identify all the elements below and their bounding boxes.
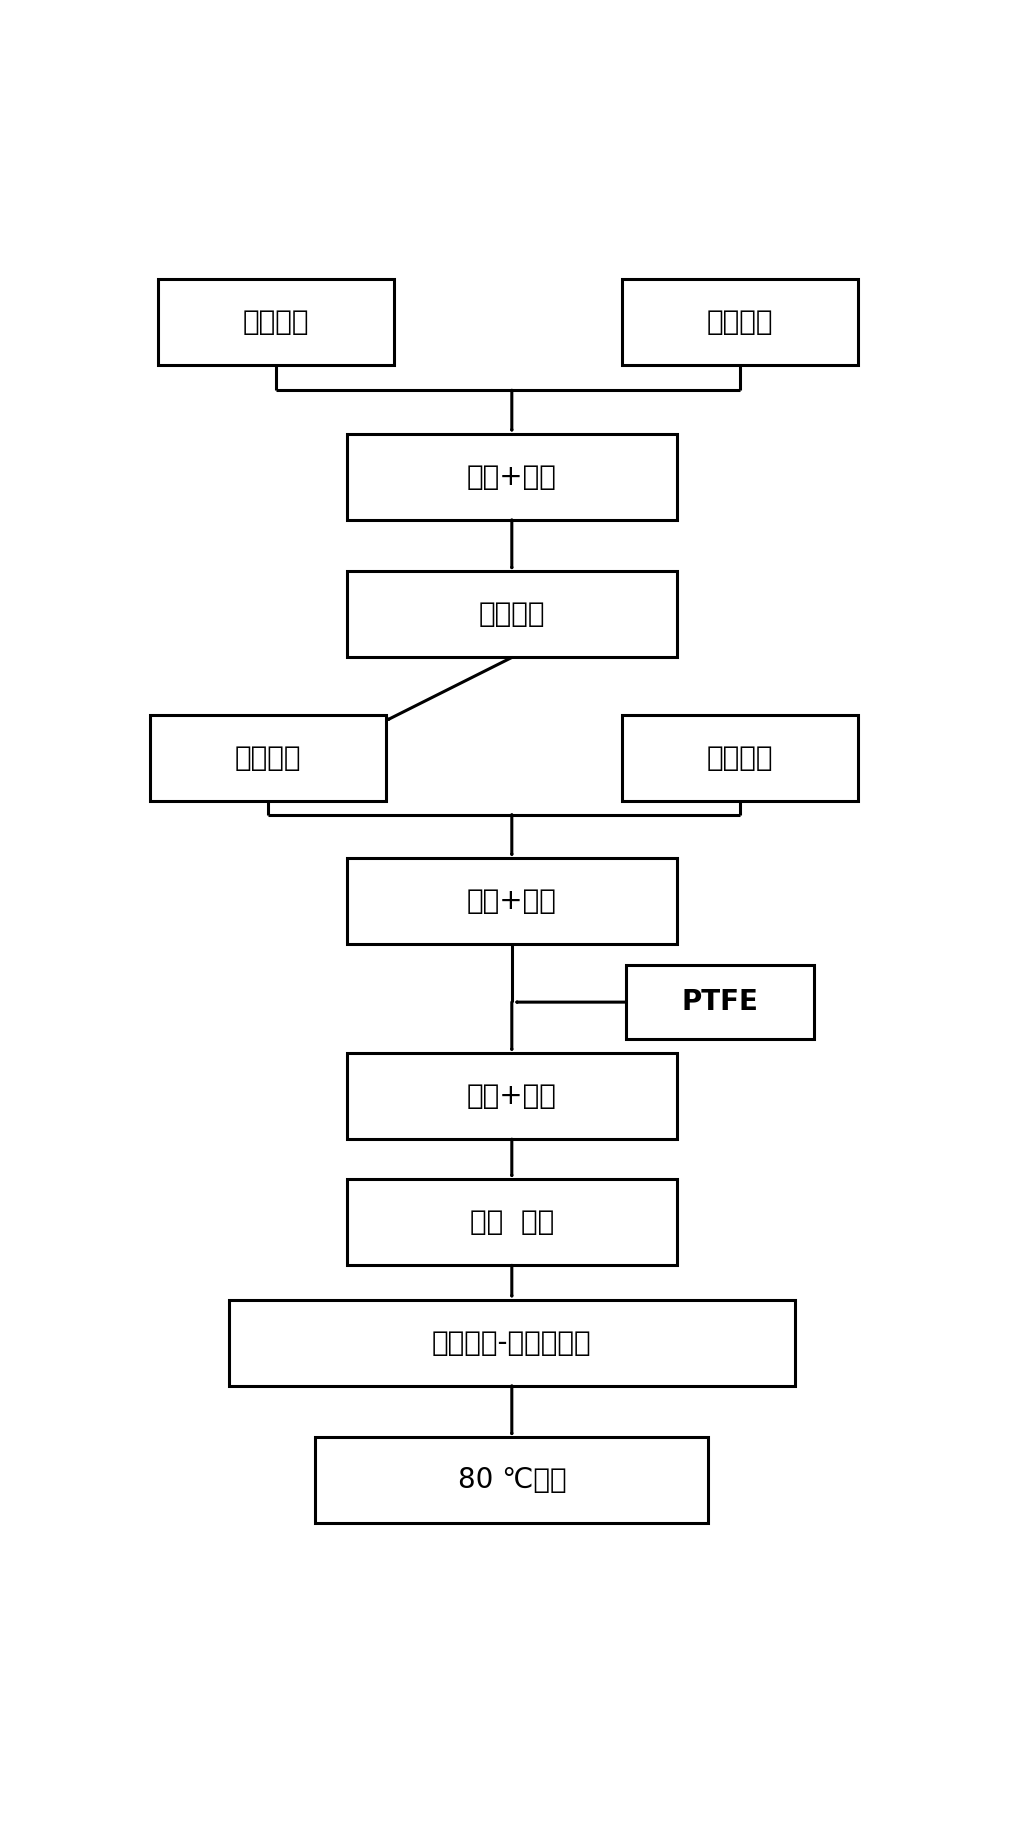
FancyBboxPatch shape — [622, 279, 858, 366]
FancyBboxPatch shape — [347, 1180, 677, 1265]
Text: 水浴+摔拌: 水浴+摔拌 — [466, 1082, 557, 1110]
Text: 超声+摔拌: 超声+摔拌 — [466, 464, 557, 491]
Text: 去离子水: 去离子水 — [707, 308, 773, 336]
FancyBboxPatch shape — [158, 279, 393, 366]
Text: 烤筐干燥: 烤筐干燥 — [479, 600, 546, 628]
Text: 成团  揉捻: 成团 揉捻 — [469, 1208, 554, 1236]
Text: 无水乙醇: 无水乙醇 — [707, 744, 773, 772]
FancyBboxPatch shape — [347, 434, 677, 519]
Text: 石墨粉末: 石墨粉末 — [235, 744, 301, 772]
Text: PTFE: PTFE — [681, 988, 758, 1016]
Text: 通过挤出-滚圆机造粒: 通过挤出-滚圆机造粒 — [432, 1328, 591, 1358]
FancyBboxPatch shape — [622, 715, 858, 802]
FancyBboxPatch shape — [315, 1437, 708, 1524]
Text: 水浴+摔拌: 水浴+摔拌 — [466, 887, 557, 916]
FancyBboxPatch shape — [150, 715, 386, 802]
Text: 80 ℃烤干: 80 ℃烤干 — [457, 1467, 566, 1494]
FancyBboxPatch shape — [347, 571, 677, 658]
FancyBboxPatch shape — [347, 859, 677, 944]
FancyBboxPatch shape — [229, 1300, 795, 1385]
FancyBboxPatch shape — [347, 1053, 677, 1140]
FancyBboxPatch shape — [626, 964, 814, 1040]
Text: 石墨粉末: 石墨粉末 — [242, 308, 309, 336]
